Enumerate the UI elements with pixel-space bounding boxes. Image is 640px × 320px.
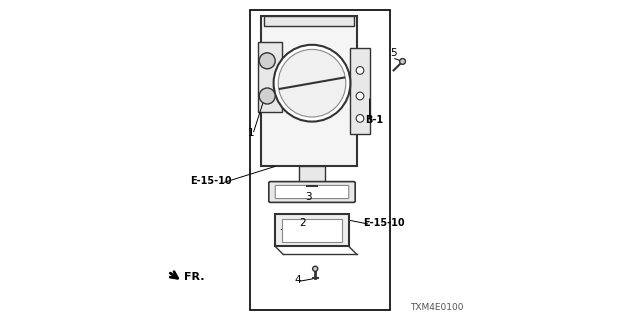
Text: 5: 5 — [390, 48, 397, 58]
Text: 4: 4 — [294, 275, 301, 285]
Bar — [250, 10, 390, 310]
Text: TXM4E0100: TXM4E0100 — [410, 303, 464, 312]
Text: 1: 1 — [248, 128, 255, 138]
Circle shape — [259, 53, 275, 69]
Circle shape — [259, 88, 275, 104]
Bar — [351, 48, 370, 134]
FancyBboxPatch shape — [275, 186, 349, 198]
FancyBboxPatch shape — [282, 219, 342, 242]
Circle shape — [356, 92, 364, 100]
Text: 3: 3 — [306, 192, 312, 202]
Circle shape — [356, 115, 364, 122]
Text: 2: 2 — [300, 218, 306, 228]
FancyBboxPatch shape — [269, 182, 355, 203]
Bar — [258, 42, 282, 112]
Bar — [300, 166, 325, 182]
Text: B-1: B-1 — [365, 115, 383, 125]
FancyBboxPatch shape — [261, 16, 357, 166]
Circle shape — [399, 59, 406, 64]
Circle shape — [274, 45, 351, 122]
Text: E-15-10: E-15-10 — [191, 176, 232, 186]
Circle shape — [312, 266, 317, 271]
Circle shape — [278, 49, 346, 117]
Text: FR.: FR. — [184, 272, 205, 282]
Circle shape — [356, 67, 364, 74]
Bar — [264, 16, 354, 26]
Text: E-15-10: E-15-10 — [364, 218, 405, 228]
FancyBboxPatch shape — [275, 214, 349, 246]
